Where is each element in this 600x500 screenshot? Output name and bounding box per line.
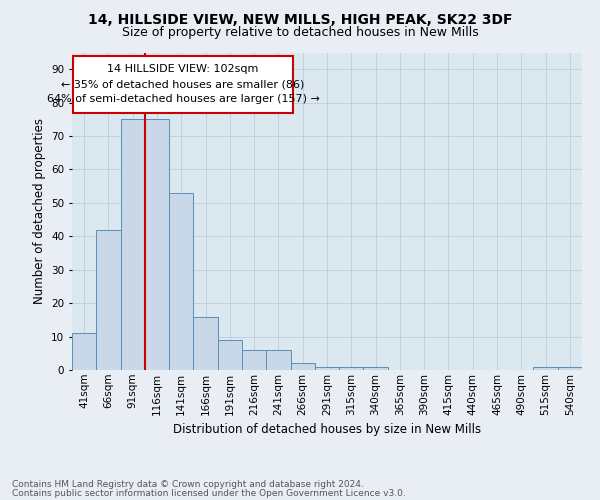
- Bar: [339, 366, 364, 370]
- Bar: [315, 366, 339, 370]
- Text: Size of property relative to detached houses in New Mills: Size of property relative to detached ho…: [122, 26, 478, 39]
- Bar: [558, 366, 582, 370]
- Bar: [266, 350, 290, 370]
- Bar: [533, 366, 558, 370]
- Bar: [73, 56, 293, 112]
- Bar: [145, 120, 169, 370]
- Bar: [290, 364, 315, 370]
- Text: Contains HM Land Registry data © Crown copyright and database right 2024.: Contains HM Land Registry data © Crown c…: [12, 480, 364, 489]
- Bar: [169, 193, 193, 370]
- Bar: [193, 316, 218, 370]
- Bar: [364, 366, 388, 370]
- X-axis label: Distribution of detached houses by size in New Mills: Distribution of detached houses by size …: [173, 423, 481, 436]
- Text: Contains public sector information licensed under the Open Government Licence v3: Contains public sector information licen…: [12, 488, 406, 498]
- Bar: [121, 120, 145, 370]
- Bar: [72, 333, 96, 370]
- Y-axis label: Number of detached properties: Number of detached properties: [32, 118, 46, 304]
- Bar: [96, 230, 121, 370]
- Text: 14 HILLSIDE VIEW: 102sqm
← 35% of detached houses are smaller (86)
64% of semi-d: 14 HILLSIDE VIEW: 102sqm ← 35% of detach…: [47, 64, 320, 104]
- Bar: [242, 350, 266, 370]
- Text: 14, HILLSIDE VIEW, NEW MILLS, HIGH PEAK, SK22 3DF: 14, HILLSIDE VIEW, NEW MILLS, HIGH PEAK,…: [88, 12, 512, 26]
- Bar: [218, 340, 242, 370]
